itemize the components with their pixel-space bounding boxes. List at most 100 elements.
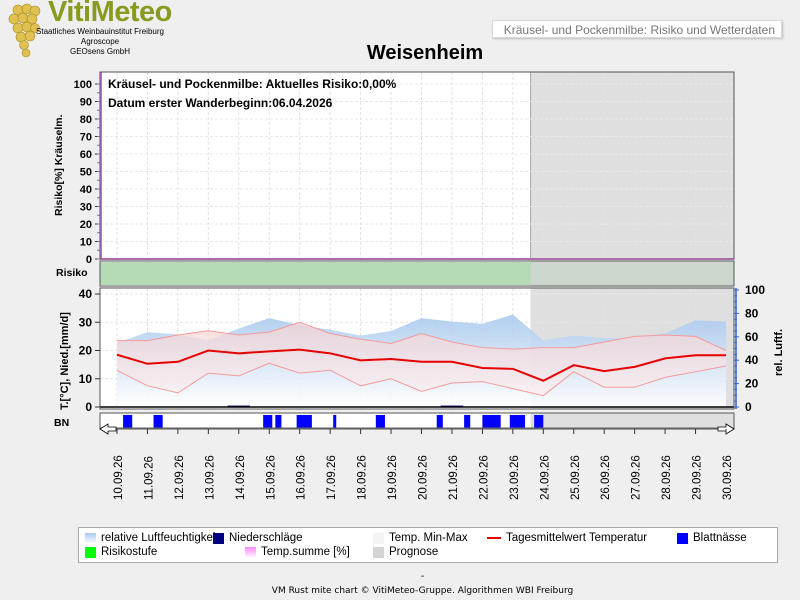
- temp-y-tick-label: 0: [85, 400, 92, 414]
- current-risk-text: Kräusel- und Pockenmilbe: Aktuelles Risi…: [108, 77, 397, 91]
- chart-legend: relative Luftfeuchtigkeit Niederschläge Te…: [78, 527, 778, 563]
- date-tick-label: 16.09.26: [296, 455, 308, 500]
- risk-y-tick-label: 70: [80, 132, 92, 144]
- page-title: Weisenheim: [366, 42, 484, 64]
- legend-swatch: [373, 546, 384, 558]
- first-migration-date-text: Datum erster Wanderbeginn:06.04.2026: [108, 96, 333, 110]
- temp-y-tick-label: 30: [79, 315, 93, 329]
- humidity-y-tick-label: 20: [745, 377, 759, 391]
- humidity-y-tick-label: 100: [745, 283, 765, 297]
- date-tick-label: 20.09.26: [418, 455, 430, 500]
- risk-axis-label: Risiko[%] Kräuselm.: [53, 114, 65, 216]
- temp-min-line: [116, 362, 727, 397]
- legend-swatch: [85, 532, 96, 544]
- risk-y-tick-label: 60: [80, 149, 92, 161]
- legend-item: Prognose: [373, 546, 438, 558]
- date-tick-label: 17.09.26: [326, 455, 338, 500]
- leaf-wetness-bar: [333, 415, 337, 428]
- risk-y-tick-label: 40: [80, 184, 92, 196]
- footer-copyright: VM Rust mite chart © VitiMeteo-Gruppe. A…: [271, 586, 574, 596]
- date-tick-label: 27.09.26: [631, 455, 643, 500]
- legend-swatch: [85, 546, 96, 558]
- date-tick-label: 15.09.26: [265, 455, 277, 500]
- legend-label: Temp. Min-Max: [389, 532, 468, 544]
- leaf-wetness-bar: [275, 415, 282, 428]
- date-tick-label: 12.09.26: [174, 455, 186, 500]
- risk-y-tick-label: 0: [86, 254, 92, 266]
- header-subtitle: Kräusel- und Pockenmilbe: Risiko und Wet…: [492, 20, 782, 38]
- date-tick-label: 14.09.26: [235, 455, 247, 500]
- humidity-y-tick-label: 0: [745, 400, 752, 414]
- legend-label: Risikostufe: [101, 546, 158, 558]
- leaf-wetness-bar: [263, 415, 273, 428]
- legend-swatch: [373, 532, 384, 544]
- panel-frame-0: [99, 71, 735, 260]
- risk-y-tick-label: 100: [74, 79, 92, 91]
- legend-item: Temp. Min-Max: [373, 532, 468, 544]
- temp-max-line: [117, 321, 727, 351]
- date-tick-label: 28.09.26: [661, 455, 673, 500]
- forecast-shade-0: [530, 72, 734, 259]
- humidity-y-tick-label: 40: [745, 353, 759, 367]
- date-tick-label: 24.09.26: [539, 455, 551, 500]
- temp-y-tick-label: 40: [79, 287, 93, 301]
- risk-y-tick-label: 50: [80, 167, 92, 179]
- legend-swatch: [677, 532, 688, 544]
- logo-text: VitiMeteo: [48, 0, 172, 28]
- grape-logo-icon: [8, 3, 41, 58]
- legend-label: Prognose: [389, 546, 439, 558]
- legend-label: relative Luftfeuchtigkeit: [101, 532, 219, 544]
- temp-y-tick-label: 10: [79, 372, 93, 386]
- date-tick-label: 11.09.26: [143, 456, 155, 500]
- risk-y-tick-label: 80: [80, 114, 92, 126]
- legend-item: Tagesmittelwert Temperatur: [487, 532, 647, 544]
- leaf-wetness-bar: [509, 415, 526, 428]
- leaf-wetness-label: BN: [54, 417, 69, 429]
- date-tick-label: 22.09.26: [478, 455, 490, 500]
- temp-min-max-band: [117, 322, 726, 396]
- risk-band-label: Risiko: [56, 267, 88, 279]
- humidity-axis-label: rel. Luftf.: [773, 329, 785, 376]
- date-tick-label: 25.09.26: [570, 455, 582, 500]
- humidity-y-tick-label: 80: [745, 306, 759, 320]
- leaf-wetness-bar: [153, 415, 163, 428]
- footer-dash: -: [420, 571, 425, 582]
- legend-item: Niederschläge: [213, 532, 303, 544]
- forecast-shade-1: [530, 261, 734, 286]
- legend-swatch: [487, 537, 501, 539]
- date-tick-label: 18.09.26: [357, 455, 369, 500]
- leaf-wetness-bar: [464, 415, 471, 428]
- date-tick-label: 21.09.26: [448, 455, 460, 500]
- date-tick-label: 29.09.26: [692, 455, 704, 500]
- panel-frame-3: [99, 412, 735, 430]
- leaf-wetness-bar: [375, 415, 385, 428]
- risk-y-tick-label: 10: [80, 237, 92, 249]
- institute-line-2: Agroscope: [80, 37, 120, 46]
- legend-label: Blattnässe: [693, 532, 747, 544]
- panel-frame-1: [99, 260, 735, 287]
- legend-item: relative Luftfeuchtigkeit: [85, 532, 219, 544]
- legend-label: Niederschläge: [229, 532, 303, 544]
- humidity-y-tick-label: 60: [745, 330, 759, 344]
- date-tick-label: 13.09.26: [204, 455, 216, 500]
- legend-swatch: [213, 532, 224, 544]
- institute-line-1: Staatliches Weinbauinstitut Freiburg: [36, 27, 164, 36]
- leaf-wetness-bar: [534, 415, 544, 428]
- vitimeteo-logo: VitiMeteo Staatliches Weinbauinstitut Fr…: [2, 0, 198, 62]
- date-tick-label: 26.09.26: [600, 455, 612, 500]
- legend-swatch: [245, 546, 256, 558]
- date-tick-label: 10.09.26: [113, 455, 125, 500]
- risk-y-tick-label: 90: [80, 97, 92, 109]
- institute-line-3: GEOsens GmbH: [69, 47, 130, 56]
- forecast-shade-3: [530, 413, 734, 429]
- scroll-left-arrow-icon: [99, 423, 117, 435]
- temp-mean-line: [116, 348, 726, 382]
- temp-y-tick-label: 20: [79, 344, 93, 358]
- temperature-precip-axis-label: T.[°C], Nied.[mm/d]: [59, 312, 71, 410]
- date-tick-label: 19.09.26: [387, 455, 399, 500]
- legend-label: Temp.summe [%]: [261, 546, 350, 558]
- risk-y-tick-label: 30: [80, 202, 92, 214]
- legend-item: Risikostufe: [85, 546, 157, 558]
- legend-label: Tagesmittelwert Temperatur: [506, 532, 648, 544]
